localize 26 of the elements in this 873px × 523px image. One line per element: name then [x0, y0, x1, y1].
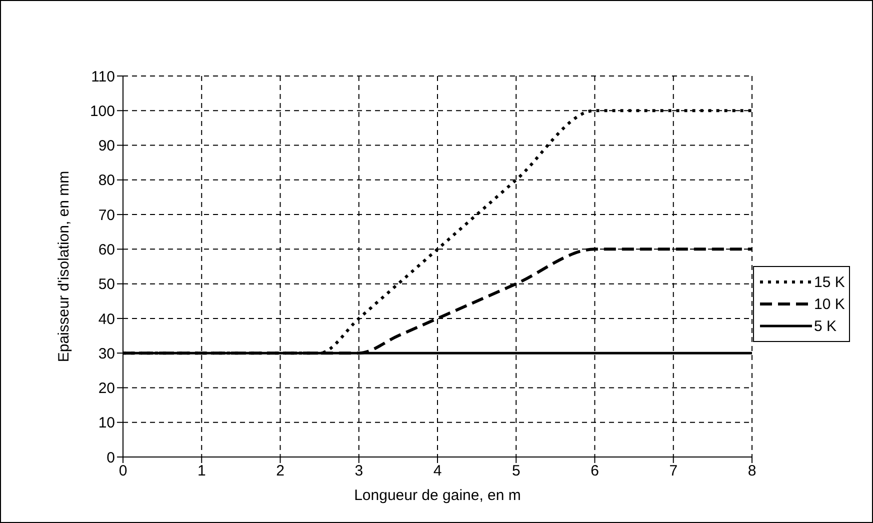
x-tick-label: 7	[669, 462, 678, 480]
x-tick-label: 3	[354, 462, 364, 480]
x-axis-title: Longueur de gaine, en m	[354, 487, 521, 504]
y-tick-label: 50	[98, 276, 115, 294]
y-tick-label: 20	[98, 380, 115, 398]
legend-label: 10 K	[814, 296, 845, 312]
y-tick-label: 0	[106, 449, 115, 466]
y-tick-label: 40	[98, 310, 115, 328]
y-tick-label: 70	[98, 206, 115, 224]
y-tick-label: 80	[98, 172, 115, 190]
x-tick-label: 8	[748, 462, 756, 480]
x-tick-label: 2	[276, 462, 284, 480]
y-tick-label: 90	[98, 138, 115, 155]
y-tick-label: 110	[91, 68, 115, 86]
y-tick-label: 100	[90, 102, 115, 120]
legend-label: 5 K	[814, 318, 837, 334]
x-tick-label: 4	[433, 462, 442, 480]
x-tick-label: 0	[118, 462, 128, 480]
y-tick-label: 10	[98, 414, 115, 432]
x-tick-label: 5	[512, 462, 520, 480]
y-axis-title: Epaisseur d'isolation, en mm	[55, 170, 72, 362]
legend-label: 15 K	[814, 274, 845, 290]
y-tick-label: 30	[98, 345, 115, 362]
y-tick-label: 60	[98, 242, 115, 259]
x-tick-label: 6	[590, 462, 599, 480]
x-tick-label: 1	[197, 462, 206, 480]
